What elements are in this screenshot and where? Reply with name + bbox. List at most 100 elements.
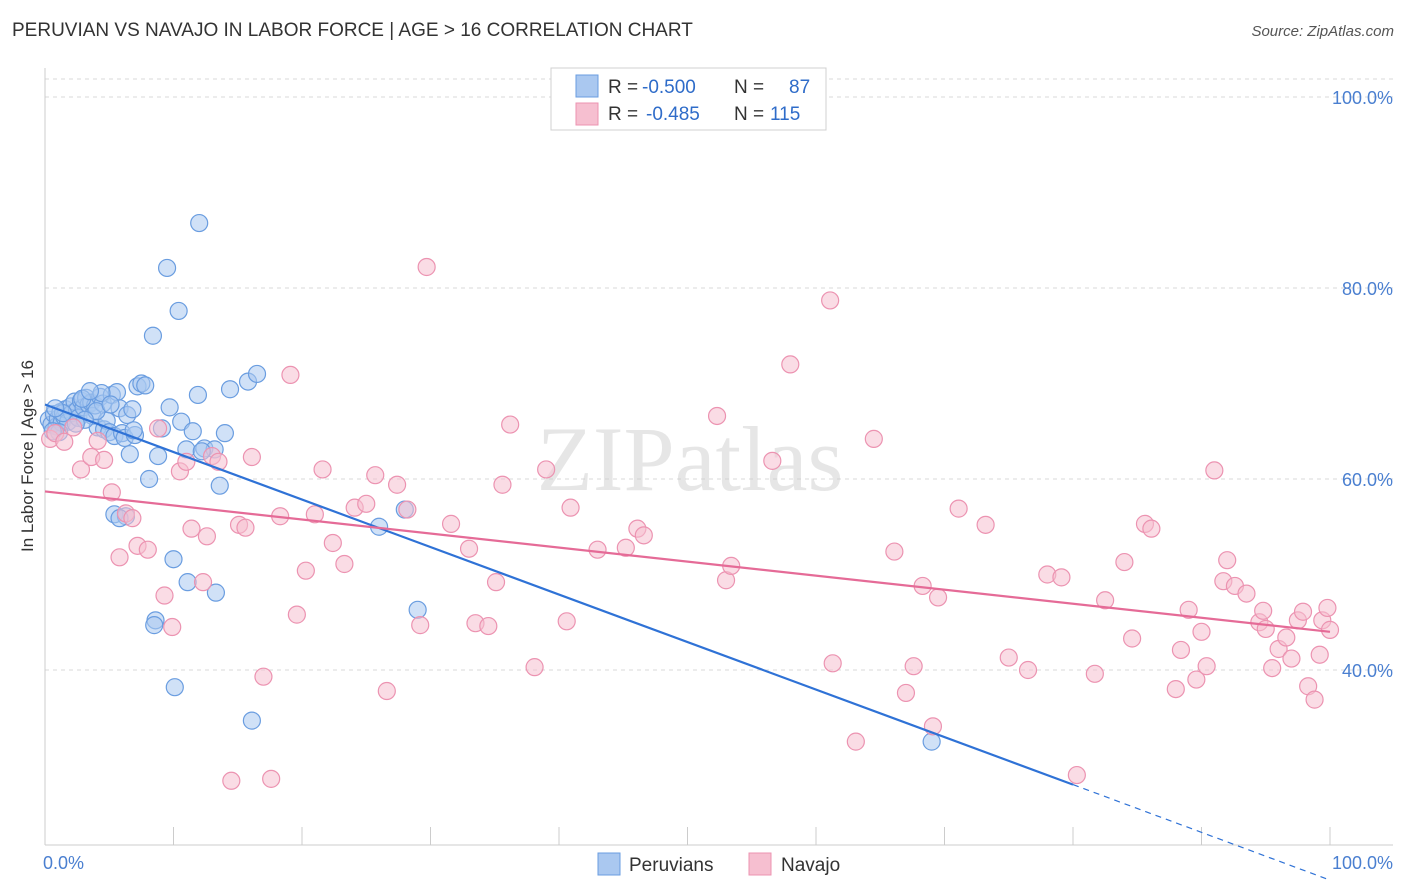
peruvians-point-69	[242, 711, 261, 730]
navajo-point-4	[71, 460, 91, 479]
navajo-point-114	[1192, 622, 1211, 641]
peruvians-point-47	[164, 550, 183, 569]
navajo-point-29	[262, 769, 281, 788]
navajo-point-8	[102, 483, 121, 502]
legend-label-navajo: Navajo	[781, 855, 840, 876]
navajo-point-113	[1256, 619, 1275, 639]
navajo-point-61	[707, 406, 727, 426]
navajo-point-85	[1115, 552, 1134, 572]
stats-n-label-navajo: N =	[734, 104, 764, 125]
navajo-point-43	[398, 500, 417, 519]
peruvians-point-72	[408, 600, 427, 619]
navajo-point-20	[193, 573, 213, 592]
navajo-point-108	[1305, 690, 1324, 709]
navajo-point-98	[1237, 584, 1256, 603]
navajo-point-19	[182, 519, 201, 538]
y-tick-label-80: 80.0%	[1342, 279, 1393, 299]
stats-legend: R = -0.500 N = 87 R = -0.485 N = 115	[550, 67, 827, 131]
navajo-point-37	[335, 554, 354, 574]
navajo-point-79	[1018, 660, 1038, 680]
navajo-point-21	[197, 527, 217, 546]
peruvians-point-42	[143, 326, 163, 345]
stats-r-value-peruvians: -0.500	[642, 77, 696, 98]
navajo-point-52	[501, 415, 520, 434]
stats-swatch-navajo	[575, 102, 599, 126]
peruvians-point-52	[188, 385, 208, 405]
navajo-point-75	[928, 588, 948, 607]
navajo-point-69	[864, 429, 883, 448]
axes	[44, 68, 1393, 846]
peruvians-point-53	[190, 213, 209, 233]
navajo-point-110	[1318, 598, 1337, 618]
navajo-point-41	[377, 681, 396, 701]
y-tick-label-60: 60.0%	[1342, 470, 1393, 490]
peruvians-point-40	[136, 376, 155, 395]
navajo-point-96	[1218, 551, 1237, 570]
navajo-point-11	[123, 509, 142, 528]
navajo-point-33	[296, 561, 315, 580]
peruvians-point-80	[124, 421, 143, 440]
peruvians-point-85	[80, 382, 100, 401]
peruvians-point-48	[169, 301, 188, 321]
navajo-point-106	[1293, 602, 1313, 621]
navajo-point-77	[976, 515, 995, 534]
navajo-point-51	[493, 475, 512, 494]
peruvians-point-51	[183, 422, 202, 441]
y-axis-label: In Labor Force | Age > 16	[18, 360, 37, 552]
navajo-point-36	[323, 533, 342, 553]
navajo-point-111	[1320, 620, 1340, 639]
navajo-point-70	[885, 542, 904, 561]
x-tick-label-min: 0.0%	[43, 853, 84, 873]
navajo-point-88	[1142, 519, 1161, 538]
navajo-point-58	[616, 538, 635, 557]
navajo-point-44	[411, 616, 430, 635]
navajo-point-71	[896, 683, 916, 703]
navajo-point-31	[281, 365, 300, 385]
peruvians-point-67	[206, 583, 226, 602]
navajo-point-65	[781, 355, 800, 374]
navajo-point-15	[155, 586, 174, 605]
navajo-point-14	[148, 419, 168, 438]
peruvians-point-66	[178, 573, 197, 592]
navajo-point-24	[222, 771, 241, 790]
stats-n-value-peruvians: 87	[789, 77, 810, 98]
navajo-point-60	[634, 526, 653, 545]
navajo-point-86	[1123, 629, 1142, 648]
navajo-point-68	[846, 732, 865, 751]
navajo-point-6	[88, 431, 107, 450]
y-tick-label-100: 100.0%	[1332, 88, 1393, 108]
navajo-point-92	[1187, 670, 1206, 689]
navajo-point-42	[387, 475, 407, 494]
navajo-point-84	[1096, 591, 1115, 610]
navajo-point-28	[254, 667, 273, 686]
navajo-point-3	[64, 418, 83, 437]
stats-r-value-navajo: -0.485	[646, 104, 700, 125]
navajo-point-56	[561, 498, 580, 517]
navajo-point-54	[537, 460, 556, 479]
peruvians-point-65	[145, 616, 164, 635]
navajo-point-39	[357, 494, 376, 513]
navajo-point-101	[1263, 658, 1282, 678]
peruvians-point-58	[220, 380, 240, 399]
legend-swatch-navajo	[748, 852, 772, 876]
navajo-point-67	[823, 654, 842, 673]
legend-label-peruvians: Peruvians	[629, 855, 714, 876]
peruvians-trend-extension	[1072, 784, 1331, 881]
peruvians-point-46	[160, 398, 179, 417]
navajo-point-2	[55, 432, 74, 451]
navajo-point-57	[588, 540, 607, 559]
navajo-point-46	[441, 514, 461, 533]
peruvians-point-68	[165, 678, 184, 697]
stats-r-label-navajo: R =	[608, 104, 638, 125]
peruvians-point-60	[247, 364, 267, 384]
navajo-points	[41, 257, 1340, 790]
navajo-point-89	[1166, 679, 1185, 699]
navajo-point-91	[1179, 600, 1198, 619]
navajo-point-16	[163, 617, 182, 637]
navajo-point-9	[110, 548, 129, 567]
navajo-point-50	[486, 573, 506, 592]
peruvians-point-35	[120, 445, 139, 464]
peruvians-point-56	[210, 476, 229, 495]
legend-swatch-peruvians	[597, 852, 621, 876]
peruvians-points	[39, 213, 941, 751]
